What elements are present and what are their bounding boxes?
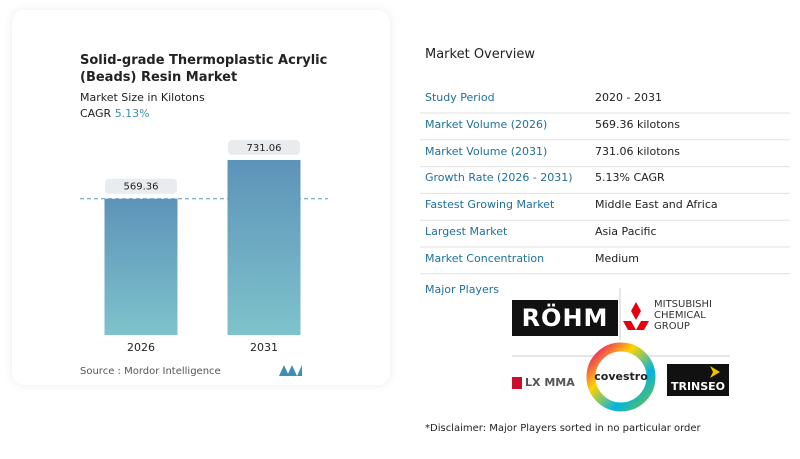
mitsubishi-icon	[623, 302, 649, 330]
logo-text: RÖHM	[521, 304, 609, 332]
overview-label: Market Volume (2031)	[425, 144, 548, 158]
trinseo-logo	[667, 364, 729, 396]
cagr-row: CAGR 5.13%	[80, 107, 150, 120]
logo-text: MITSUBISHI	[654, 299, 712, 310]
value-pill	[228, 140, 300, 155]
logo-text: CHEMICAL	[654, 310, 706, 321]
overview-title: Market Overview	[425, 47, 536, 62]
chart-subtitle: Market Size in Kilotons	[80, 91, 205, 104]
lx-icon	[512, 377, 522, 389]
overview-value: 731.06 kilotons	[595, 144, 680, 158]
logo-text: GROUP	[654, 321, 690, 332]
overview-label: Market Concentration	[425, 251, 545, 265]
overview-label: Fastest Growing Market	[425, 198, 555, 212]
overview-value: 569.36 kilotons	[595, 117, 680, 131]
cagr-value: 5.13%	[114, 107, 150, 120]
overview-label: Market Volume (2026)	[425, 117, 548, 131]
overview-value: Asia Pacific	[595, 225, 657, 238]
covestro-logo	[586, 342, 656, 412]
logo-text: MITSUBISHI CHEMICAL GROUP	[654, 299, 712, 332]
overview-value: Medium	[595, 251, 639, 265]
x-tick-label: 2026	[127, 341, 155, 354]
cagr-label: CAGR	[80, 107, 112, 120]
bar	[227, 160, 301, 335]
logo-text: TRINSEO	[670, 380, 726, 393]
overview-label: Largest Market	[425, 225, 508, 238]
chart-title: Solid-grade Thermoplastic Acrylic (Beads…	[80, 53, 328, 85]
overview-value: Middle East and Africa	[595, 198, 718, 212]
value-label: 731.06	[247, 143, 282, 154]
chart-card	[12, 10, 390, 385]
disclaimer: *Disclaimer: Major Players sorted in no …	[425, 423, 701, 434]
bar	[104, 198, 178, 335]
mordor-logo	[279, 365, 302, 376]
logo-text: LX MMA	[525, 376, 575, 389]
overview-label: Growth Rate (2026 - 2031)	[425, 171, 573, 185]
rohm-logo	[512, 300, 618, 336]
trinseo-arrow	[710, 366, 720, 378]
source: Source : Mordor Intelligence	[80, 366, 221, 377]
players-title: Major Players	[425, 283, 499, 296]
overview-value: 2020 - 2031	[595, 91, 662, 104]
overview-value: 5.13% CAGR	[595, 171, 665, 185]
value-label: 569.36	[124, 182, 159, 193]
value-pill	[105, 178, 177, 194]
logo-text: covestro	[594, 370, 648, 383]
x-tick-label: 2031	[250, 341, 278, 354]
overview-label: Study Period	[425, 91, 495, 104]
